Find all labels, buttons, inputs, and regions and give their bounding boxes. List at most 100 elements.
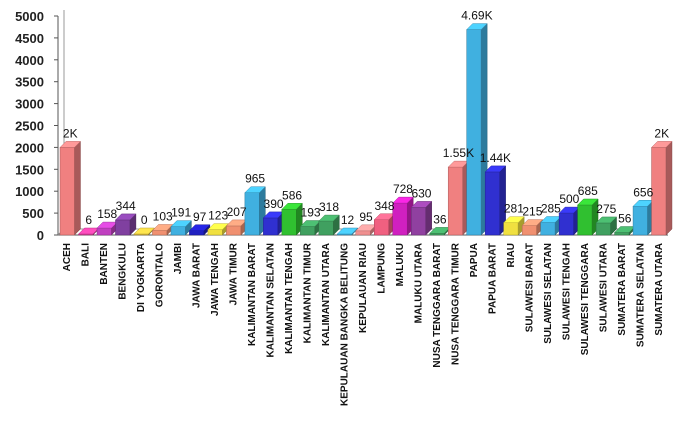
data-label: 207 — [227, 205, 247, 219]
bar-top — [336, 227, 359, 235]
category-label: KEPULAUAN RIAU — [358, 243, 369, 333]
bar-front — [355, 230, 371, 236]
bar-front — [300, 226, 316, 236]
bar-front — [503, 222, 519, 236]
category-label: NUSA TENGGARA BARAT — [432, 243, 443, 368]
y-tick-label: 500 — [22, 206, 44, 221]
data-label: 318 — [319, 200, 339, 214]
bar — [281, 202, 303, 236]
category-label: PAPUA — [469, 243, 480, 277]
bar — [151, 223, 174, 236]
bar — [484, 165, 507, 236]
data-label: 275 — [596, 202, 616, 216]
bar — [355, 224, 377, 236]
data-label: 586 — [282, 188, 302, 202]
bar — [632, 199, 655, 236]
category-label: SULAWESI BARAT — [524, 243, 535, 332]
bar — [225, 219, 248, 236]
data-label: 56 — [618, 212, 632, 226]
bar-front — [540, 222, 556, 236]
bar-top — [318, 214, 340, 222]
bar-front — [484, 171, 500, 236]
y-tick-label: 2500 — [15, 119, 44, 134]
category-label: JAWA TENGAH — [210, 243, 221, 316]
category-label: NUSA TENGGARA TIMUR — [450, 242, 461, 365]
bar — [577, 198, 599, 236]
bar — [650, 140, 673, 236]
bar-top — [281, 203, 303, 210]
bar-top — [466, 23, 488, 30]
y-tick-label: 5000 — [15, 9, 44, 24]
category-label: JAMBI — [173, 243, 184, 274]
data-label: 348 — [374, 199, 394, 213]
category-label: SULAWESI TENGGARA — [580, 243, 591, 355]
bar-front — [521, 225, 537, 236]
data-label: 728 — [393, 182, 413, 196]
category-label: BALI — [81, 243, 92, 267]
bar — [133, 227, 155, 236]
bar-front — [318, 220, 334, 236]
bar-front — [595, 222, 611, 236]
bar-top — [244, 186, 266, 193]
y-tick-label: 1500 — [15, 162, 44, 177]
bar — [595, 216, 618, 236]
category-label: SULAWESI TENGAH — [561, 243, 572, 340]
bar — [299, 219, 322, 236]
bar-top — [521, 219, 544, 226]
bar-front — [244, 192, 260, 236]
bar — [521, 218, 544, 236]
category-label: MALUKU UTARA — [413, 243, 424, 323]
category-label: KALIMANTAN SELATAN — [266, 243, 277, 357]
bar-front — [115, 219, 131, 236]
category-label: BANTEN — [99, 243, 110, 285]
category-label: LAMPUNG — [376, 243, 387, 294]
data-label: 12 — [341, 213, 355, 227]
category-label: SUMATERA BARAT — [617, 243, 628, 336]
category-label: GORONTALO — [155, 243, 166, 307]
bar — [262, 211, 285, 236]
bar-front — [374, 219, 389, 236]
bar — [170, 220, 192, 236]
bar-front — [59, 147, 75, 236]
bars — [59, 22, 673, 236]
bar-front — [466, 29, 482, 236]
category-label: KALIMANTAN TENGAH — [284, 243, 295, 354]
bar-front — [226, 225, 242, 236]
bar — [96, 221, 119, 236]
bar-side — [74, 140, 81, 236]
bar — [59, 140, 82, 236]
bar-top — [170, 220, 192, 227]
bar-front — [558, 212, 574, 236]
data-label: 285 — [541, 202, 561, 216]
data-label: 1.55K — [443, 146, 474, 160]
data-label: 4.69K — [461, 9, 492, 23]
y-tick-label: 2000 — [15, 140, 44, 155]
category-label: JAWA BARAT — [192, 243, 203, 308]
bar — [114, 213, 137, 236]
data-label: 6 — [85, 213, 92, 227]
data-label: 2K — [63, 126, 78, 140]
bar — [373, 213, 396, 236]
bar-top — [484, 165, 507, 173]
data-label: 97 — [193, 210, 207, 224]
bar-top — [207, 223, 229, 230]
bar — [318, 214, 340, 236]
data-label: 2K — [654, 126, 669, 140]
category-label: ACEH — [62, 243, 73, 271]
data-label: 656 — [633, 185, 653, 199]
category-label: KALIMANTAN BARAT — [247, 243, 258, 346]
bar — [447, 160, 470, 236]
data-label: 630 — [411, 186, 431, 200]
bar-front — [96, 227, 112, 236]
data-label: 215 — [522, 205, 542, 219]
data-label: 103 — [153, 209, 173, 223]
bar-top — [595, 216, 618, 224]
bar-top — [429, 227, 451, 234]
data-label: 36 — [433, 212, 447, 226]
category-label: JAWA TIMUR — [229, 242, 240, 305]
bar-top — [59, 141, 82, 148]
bar-front — [281, 209, 297, 236]
bar-front — [651, 147, 667, 236]
